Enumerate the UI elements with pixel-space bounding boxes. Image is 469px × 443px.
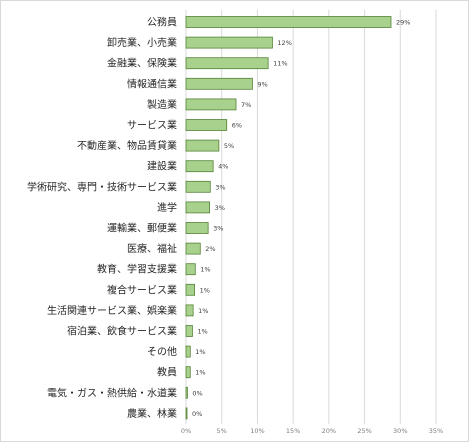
- x-tick-label: 0%: [181, 427, 191, 435]
- data-label: 6%: [232, 122, 242, 130]
- bar: [185, 119, 228, 131]
- bar: [185, 36, 273, 49]
- bar: [185, 77, 253, 90]
- category-label: 学術研究、専門・技術サービス業: [27, 180, 177, 193]
- data-label: 3%: [215, 183, 225, 191]
- bar: [185, 345, 191, 358]
- bar: [185, 57, 269, 70]
- category-label: 金融業、保険業: [107, 57, 177, 70]
- bar: [185, 98, 237, 111]
- category-label: その他: [147, 345, 177, 358]
- bar: [185, 407, 188, 420]
- bar: [185, 263, 196, 276]
- data-label: 5%: [224, 142, 234, 150]
- data-label: 0%: [192, 410, 202, 418]
- category-label: 公務員: [147, 16, 177, 29]
- x-tick-label: 35%: [429, 427, 443, 435]
- data-label: 1%: [198, 307, 208, 315]
- category-label: 教員: [157, 366, 177, 379]
- data-label: 3%: [215, 204, 225, 212]
- bar: [185, 283, 195, 296]
- x-tick-label: 30%: [393, 427, 407, 435]
- x-tick-label: 25%: [357, 427, 371, 435]
- data-label: 12%: [277, 39, 291, 47]
- bar: [185, 366, 191, 379]
- bar: [185, 139, 220, 152]
- bar: [185, 304, 194, 317]
- data-label: 4%: [218, 163, 228, 171]
- category-label: 複合サービス業: [107, 283, 177, 296]
- x-tick-label: 10%: [250, 427, 264, 435]
- data-label: 0%: [192, 389, 202, 397]
- data-label: 1%: [197, 328, 207, 336]
- category-label: 生活関連サービス業、娯楽業: [47, 304, 177, 317]
- x-tick-label: 5%: [217, 427, 227, 435]
- category-label: 医療、福祉: [127, 242, 177, 255]
- category-label: 製造業: [147, 98, 177, 111]
- bar: [185, 16, 392, 28]
- bar: [185, 242, 201, 255]
- category-label: 宿泊業、飲食サービス業: [67, 325, 177, 338]
- data-label: 3%: [213, 225, 223, 233]
- data-label: 1%: [200, 286, 210, 294]
- x-tick-label: 15%: [286, 427, 300, 435]
- data-label: 29%: [396, 19, 410, 27]
- category-label: 卸売業、小売業: [107, 36, 177, 49]
- bar: [185, 180, 211, 193]
- category-label: 教育、学習支援業: [97, 263, 177, 276]
- bar: [185, 201, 210, 214]
- bar: [185, 386, 188, 399]
- bar: [185, 160, 214, 173]
- category-label: 電気・ガス・熱供給・水道業: [47, 386, 177, 399]
- data-label: 1%: [195, 369, 205, 377]
- x-tick-label: 20%: [322, 427, 336, 435]
- category-label: サービス業: [127, 119, 177, 132]
- data-label: 1%: [195, 348, 205, 356]
- category-label: 建設業: [147, 160, 177, 173]
- category-label: 運輸業、郵便業: [107, 222, 177, 235]
- data-label: 9%: [257, 80, 267, 88]
- data-label: 11%: [273, 60, 287, 68]
- data-label: 1%: [200, 266, 210, 274]
- data-label: 7%: [241, 101, 251, 109]
- bar: [185, 222, 209, 234]
- category-label: 情報通信業: [127, 77, 177, 90]
- category-label: 不動産業、物品賃貸業: [77, 139, 177, 152]
- bar: [185, 325, 193, 337]
- category-label: 進学: [157, 201, 177, 214]
- data-label: 2%: [205, 245, 215, 253]
- category-label: 農業、林業: [127, 407, 177, 420]
